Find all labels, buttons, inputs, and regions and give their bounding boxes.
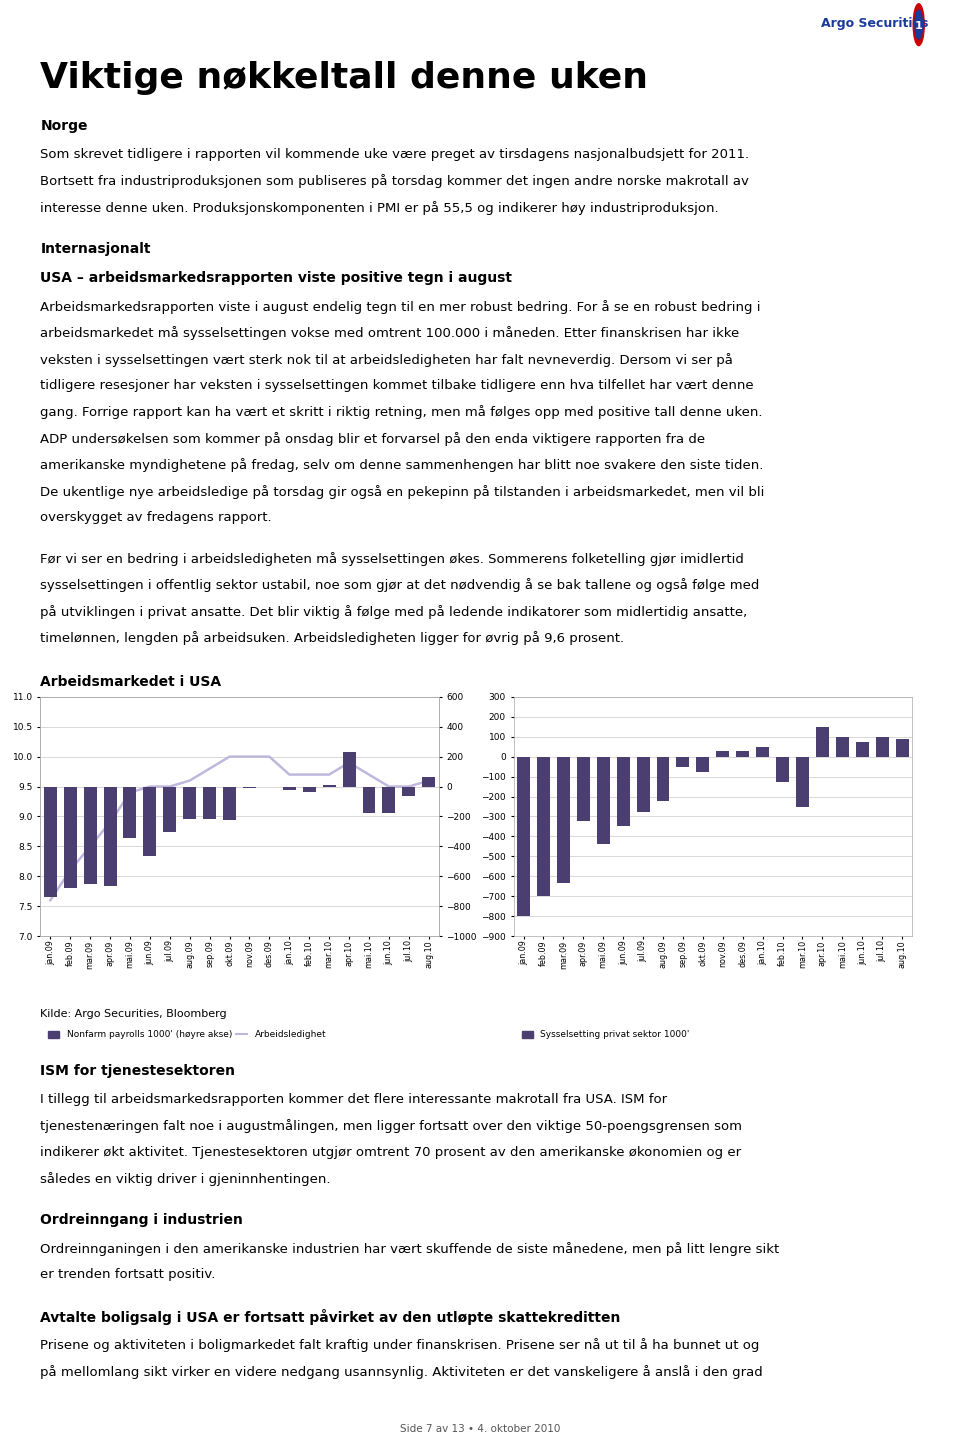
Bar [776,756,789,782]
Text: USA – arbeidsmarkedsrapporten viste positive tegn i august: USA – arbeidsmarkedsrapporten viste posi… [40,271,513,284]
Bar [183,786,196,818]
Bar [104,786,116,885]
Bar [343,752,355,786]
Bar [616,756,630,827]
Bar [143,786,156,856]
Text: sysselsettingen i offentlig sektor ustabil, noe som gjør at det nødvendig å se b: sysselsettingen i offentlig sektor ustab… [40,579,759,592]
Text: Norge: Norge [40,119,87,133]
Bar [163,786,177,831]
Circle shape [913,4,924,45]
Bar [736,750,749,756]
Bar [223,786,236,820]
Text: indikerer økt aktivitet. Tjenestesektoren utgjør omtrent 70 prosent av den ameri: indikerer økt aktivitet. Tjenestesektore… [40,1146,741,1159]
Text: overskygget av fredagens rapport.: overskygget av fredagens rapport. [40,511,272,524]
Text: Arbeidsmarkedsrapporten viste i august endelig tegn til en mer robust bedring. F: Arbeidsmarkedsrapporten viste i august e… [40,300,761,313]
Text: Side 7 av 13 • 4. oktober 2010: Side 7 av 13 • 4. oktober 2010 [399,1423,561,1434]
Bar [363,786,375,813]
Bar [677,756,689,766]
Bar [382,786,396,813]
Legend: Nonfarm payrolls 1000' (høyre akse), Arbeidsledighet: Nonfarm payrolls 1000' (høyre akse), Arb… [45,1027,329,1043]
Text: gang. Forrige rapport kan ha vært et skritt i riktig retning, men må følges opp : gang. Forrige rapport kan ha vært et skr… [40,405,763,419]
Bar [302,786,316,792]
Text: på utviklingen i privat ansatte. Det blir viktig å følge med på ledende indikato: på utviklingen i privat ansatte. Det bli… [40,605,748,618]
Legend: Sysselsetting privat sektor 1000': Sysselsetting privat sektor 1000' [518,1027,693,1043]
Text: Prisene og aktiviteten i boligmarkedet falt kraftig under finanskrisen. Prisene : Prisene og aktiviteten i boligmarkedet f… [40,1338,759,1352]
Bar [517,756,530,916]
Text: arbeidsmarkedet må sysselsettingen vokse med omtrent 100.000 i måneden. Etter fi: arbeidsmarkedet må sysselsettingen vokse… [40,326,739,340]
Text: er trenden fortsatt positiv.: er trenden fortsatt positiv. [40,1268,216,1281]
Bar [876,737,889,756]
Bar [796,756,809,807]
Bar [716,750,730,756]
Text: De ukentlige nye arbeidsledige på torsdag gir også en pekepinn på tilstanden i a: De ukentlige nye arbeidsledige på torsda… [40,485,765,499]
Text: Kilde: Argo Securities, Bloomberg: Kilde: Argo Securities, Bloomberg [40,1008,227,1019]
Text: interesse denne uken. Produksjonskomponenten i PMI er på 55,5 og indikerer høy i: interesse denne uken. Produksjonskompone… [40,200,719,215]
Bar [243,786,256,788]
Bar [577,756,589,821]
Text: Arbeidsmarkedet i USA: Arbeidsmarkedet i USA [40,675,222,689]
Text: ISM for tjenestesektoren: ISM for tjenestesektoren [40,1064,235,1078]
Text: 1: 1 [915,20,923,30]
Bar [283,786,296,791]
Bar [657,756,669,801]
Bar [896,739,908,756]
Text: således en viktig driver i gjeninnhentingen.: således en viktig driver i gjeninnhentin… [40,1172,331,1185]
Bar [557,756,570,884]
Circle shape [915,10,923,39]
Bar [422,776,435,786]
Text: tjenestenæringen falt noe i augustmålingen, men ligger fortsatt over den viktige: tjenestenæringen falt noe i augustmåling… [40,1119,742,1133]
Bar [323,785,336,786]
Text: Argo Securities: Argo Securities [821,17,928,30]
Text: på mellomlang sikt virker en videre nedgang usannsynlig. Aktiviteten er det vans: på mellomlang sikt virker en videre nedg… [40,1365,763,1378]
Text: timelønnen, lengden på arbeidsuken. Arbeidsledigheten ligger for øvrig på 9,6 pr: timelønnen, lengden på arbeidsuken. Arbe… [40,631,624,646]
Text: Bortsett fra industriproduksjonen som publiseres på torsdag kommer det ingen and: Bortsett fra industriproduksjonen som pu… [40,174,749,189]
Bar [816,727,828,756]
Bar [124,786,136,839]
Text: Før vi ser en bedring i arbeidsledigheten må sysselsettingen økes. Sommerens fol: Før vi ser en bedring i arbeidsledighete… [40,551,744,566]
Text: Ordreinngang i industrien: Ordreinngang i industrien [40,1213,243,1228]
Bar [696,756,709,772]
Bar [836,737,849,756]
Text: tidligere resesjoner har veksten i sysselsettingen kommet tilbake tidligere enn : tidligere resesjoner har veksten i sysse… [40,379,754,392]
Bar [756,747,769,756]
Bar [855,741,869,756]
Bar [402,786,416,797]
Text: Avtalte boligsalg i USA er fortsatt påvirket av den utløpte skattekreditten: Avtalte boligsalg i USA er fortsatt påvi… [40,1309,621,1325]
Text: I tillegg til arbeidsmarkedsrapporten kommer det flere interessante makrotall fr: I tillegg til arbeidsmarkedsrapporten ko… [40,1093,667,1106]
Bar [84,786,97,884]
Text: Internasjonalt: Internasjonalt [40,242,151,255]
Bar [204,786,216,818]
Text: Viktige nøkkeltall denne uken: Viktige nøkkeltall denne uken [40,61,648,94]
Bar [44,786,57,897]
Text: amerikanske myndighetene på fredag, selv om denne sammenhengen har blitt noe sva: amerikanske myndighetene på fredag, selv… [40,459,764,472]
Bar [636,756,650,813]
Text: ADP undersøkelsen som kommer på onsdag blir et forvarsel på den enda viktigere r: ADP undersøkelsen som kommer på onsdag b… [40,432,706,445]
Text: Som skrevet tidligere i rapporten vil kommende uke være preget av tirsdagens nas: Som skrevet tidligere i rapporten vil ko… [40,148,750,161]
Bar [63,786,77,888]
Bar [537,756,550,897]
Bar [597,756,610,844]
Text: veksten i sysselsettingen vært sterk nok til at arbeidsledigheten har falt nevne: veksten i sysselsettingen vært sterk nok… [40,353,733,367]
Text: Ordreinnganingen i den amerikanske industrien har vært skuffende de siste månede: Ordreinnganingen i den amerikanske indus… [40,1242,780,1257]
